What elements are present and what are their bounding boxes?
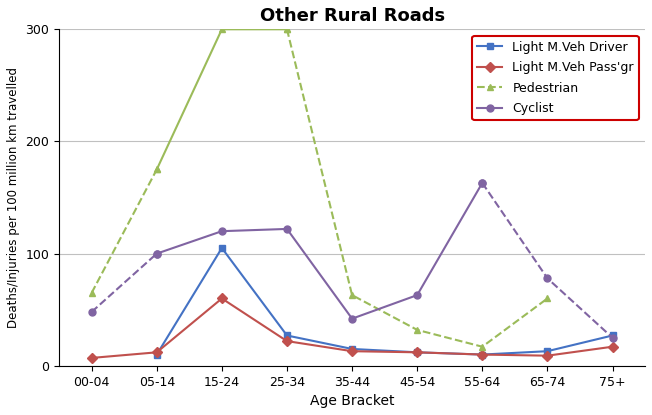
Light M.Veh Pass'gr [544, 353, 552, 358]
Light M.Veh Pass'gr [348, 349, 356, 354]
Light M.Veh Pass'gr [608, 344, 616, 349]
Pedestrian [413, 327, 421, 332]
Pedestrian [544, 296, 552, 301]
Light M.Veh Driver [218, 246, 226, 251]
Pedestrian [348, 293, 356, 298]
Line: Pedestrian: Pedestrian [284, 26, 551, 350]
Y-axis label: Deaths/Injuries per 100 million km travelled: Deaths/Injuries per 100 million km trave… [7, 67, 20, 328]
Light M.Veh Driver [348, 347, 356, 352]
Light M.Veh Driver [544, 349, 552, 354]
Line: Light M.Veh Driver: Light M.Veh Driver [153, 244, 616, 358]
Light M.Veh Pass'gr [413, 350, 421, 355]
Pedestrian [283, 27, 291, 32]
Light M.Veh Pass'gr [88, 355, 96, 360]
Light M.Veh Driver [608, 333, 616, 338]
Light M.Veh Pass'gr [283, 339, 291, 344]
Light M.Veh Driver [153, 352, 160, 357]
X-axis label: Age Bracket: Age Bracket [310, 394, 394, 408]
Title: Other Rural Roads: Other Rural Roads [259, 7, 445, 25]
Light M.Veh Pass'gr [218, 296, 226, 301]
Light M.Veh Pass'gr [153, 350, 160, 355]
Light M.Veh Driver [283, 333, 291, 338]
Light M.Veh Pass'gr [479, 352, 486, 357]
Pedestrian [479, 344, 486, 349]
Light M.Veh Driver [413, 350, 421, 355]
Legend: Light M.Veh Driver, Light M.Veh Pass'gr, Pedestrian, Cyclist: Light M.Veh Driver, Light M.Veh Pass'gr,… [472, 36, 639, 120]
Line: Light M.Veh Pass'gr: Light M.Veh Pass'gr [88, 295, 616, 361]
Light M.Veh Driver [479, 352, 486, 357]
